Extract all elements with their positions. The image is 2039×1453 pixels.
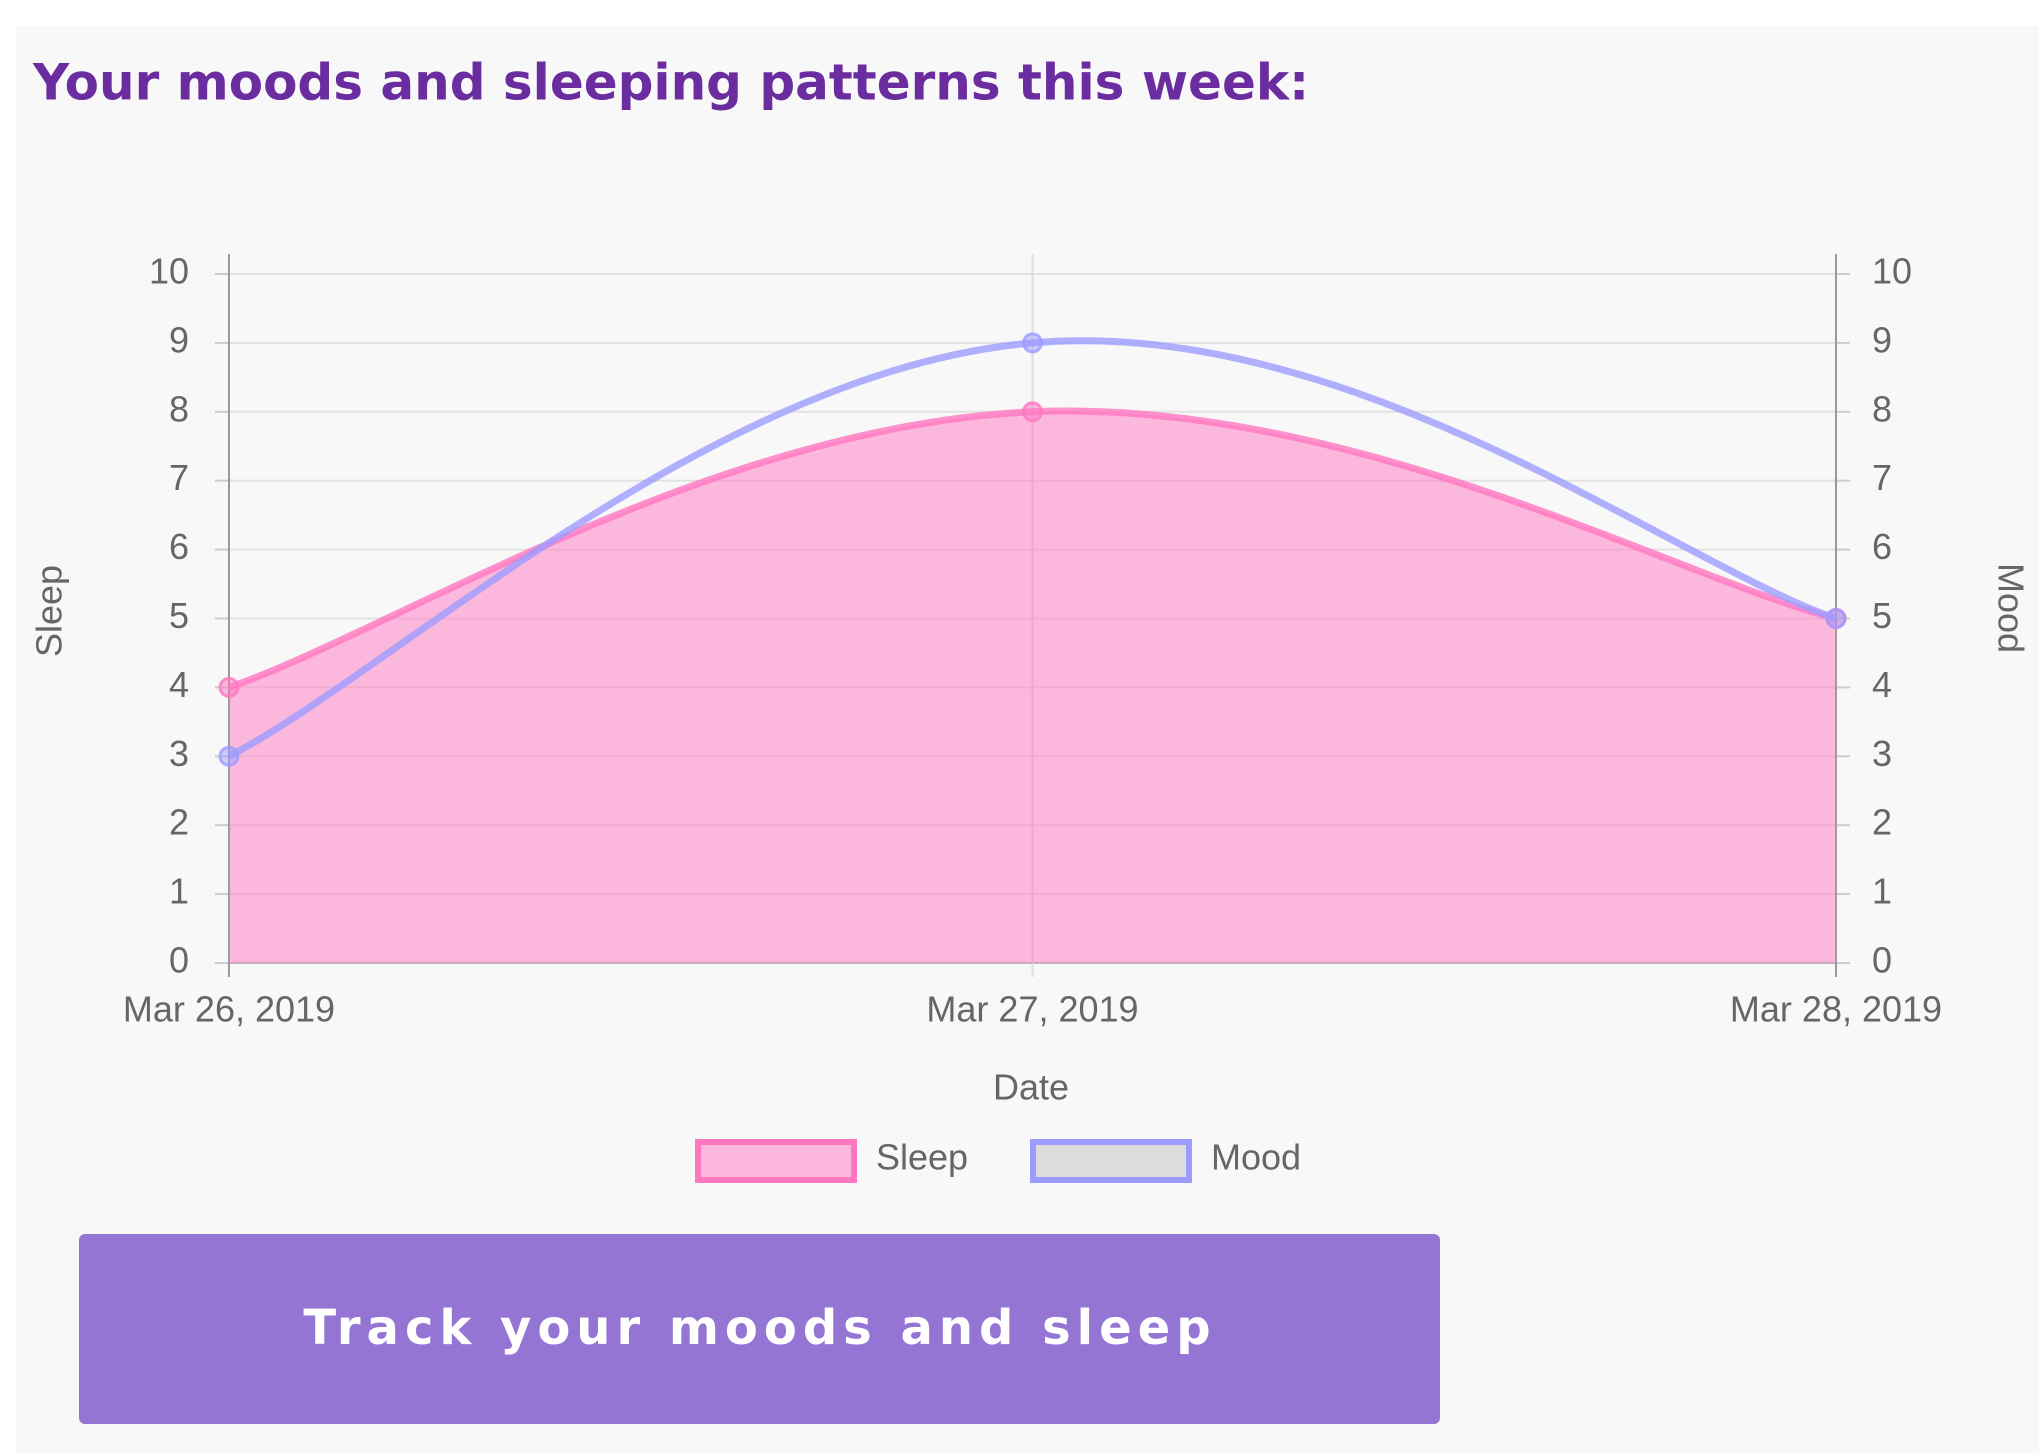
y-tick-label: 6 — [169, 526, 189, 567]
y-tick-label: 2 — [169, 802, 189, 843]
y-tick-label: 10 — [149, 251, 189, 292]
y2-tick-label: 3 — [1872, 733, 1892, 774]
x-axis-label: Date — [993, 1067, 1069, 1108]
y2-tick-label: 7 — [1872, 457, 1892, 498]
point — [1022, 332, 1043, 354]
button-label[interactable]: Track your moods and sleep — [303, 1300, 1216, 1356]
y2-tick-label: 10 — [1872, 251, 1912, 292]
legend-item: Sleep — [695, 1137, 968, 1183]
y2-tick-label: 1 — [1872, 871, 1892, 912]
y2-tick-label: 9 — [1872, 319, 1892, 360]
y2-tick-label: 4 — [1872, 664, 1892, 705]
y2-tick-label: 6 — [1872, 526, 1892, 567]
y2-tick-label: 2 — [1872, 802, 1892, 843]
point — [1022, 401, 1043, 423]
legend-item: Mood — [1030, 1137, 1301, 1183]
y-tick-label: 7 — [169, 457, 189, 498]
y-tick-label: 9 — [169, 319, 189, 360]
chart-title: Your moods and sleeping patterns this we… — [32, 54, 1309, 112]
legend-label: Mood — [1211, 1137, 1301, 1178]
y2-tick-label: 5 — [1872, 595, 1892, 636]
point — [218, 676, 240, 698]
point — [218, 745, 240, 767]
x-tick-label: Mar 27, 2019 — [926, 989, 1138, 1030]
button-bg[interactable] — [79, 1234, 1440, 1424]
y2-tick-label: 8 — [1872, 388, 1892, 429]
y-axis-label: Sleep — [29, 565, 70, 657]
legend-swatch — [1030, 1139, 1192, 1183]
y-tick-label: 3 — [169, 733, 189, 774]
point — [1825, 608, 1847, 629]
legend-label: Sleep — [876, 1137, 968, 1178]
area — [229, 411, 1836, 963]
y-tick-label: 8 — [169, 388, 189, 429]
y-tick-label: 0 — [169, 940, 189, 981]
button[interactable]: Track your moods and sleep — [79, 1234, 1440, 1424]
y2-axis-label: Mood — [1990, 563, 2031, 653]
y-tick-label: 1 — [169, 871, 189, 912]
x-tick-label: Mar 28, 2019 — [1730, 989, 1942, 1030]
legend-swatch — [695, 1139, 857, 1183]
y-tick-label: 4 — [169, 664, 189, 705]
x-tick-label: Mar 26, 2019 — [123, 989, 335, 1030]
y2-tick-label: 0 — [1872, 940, 1892, 981]
y-tick-label: 5 — [169, 595, 189, 636]
